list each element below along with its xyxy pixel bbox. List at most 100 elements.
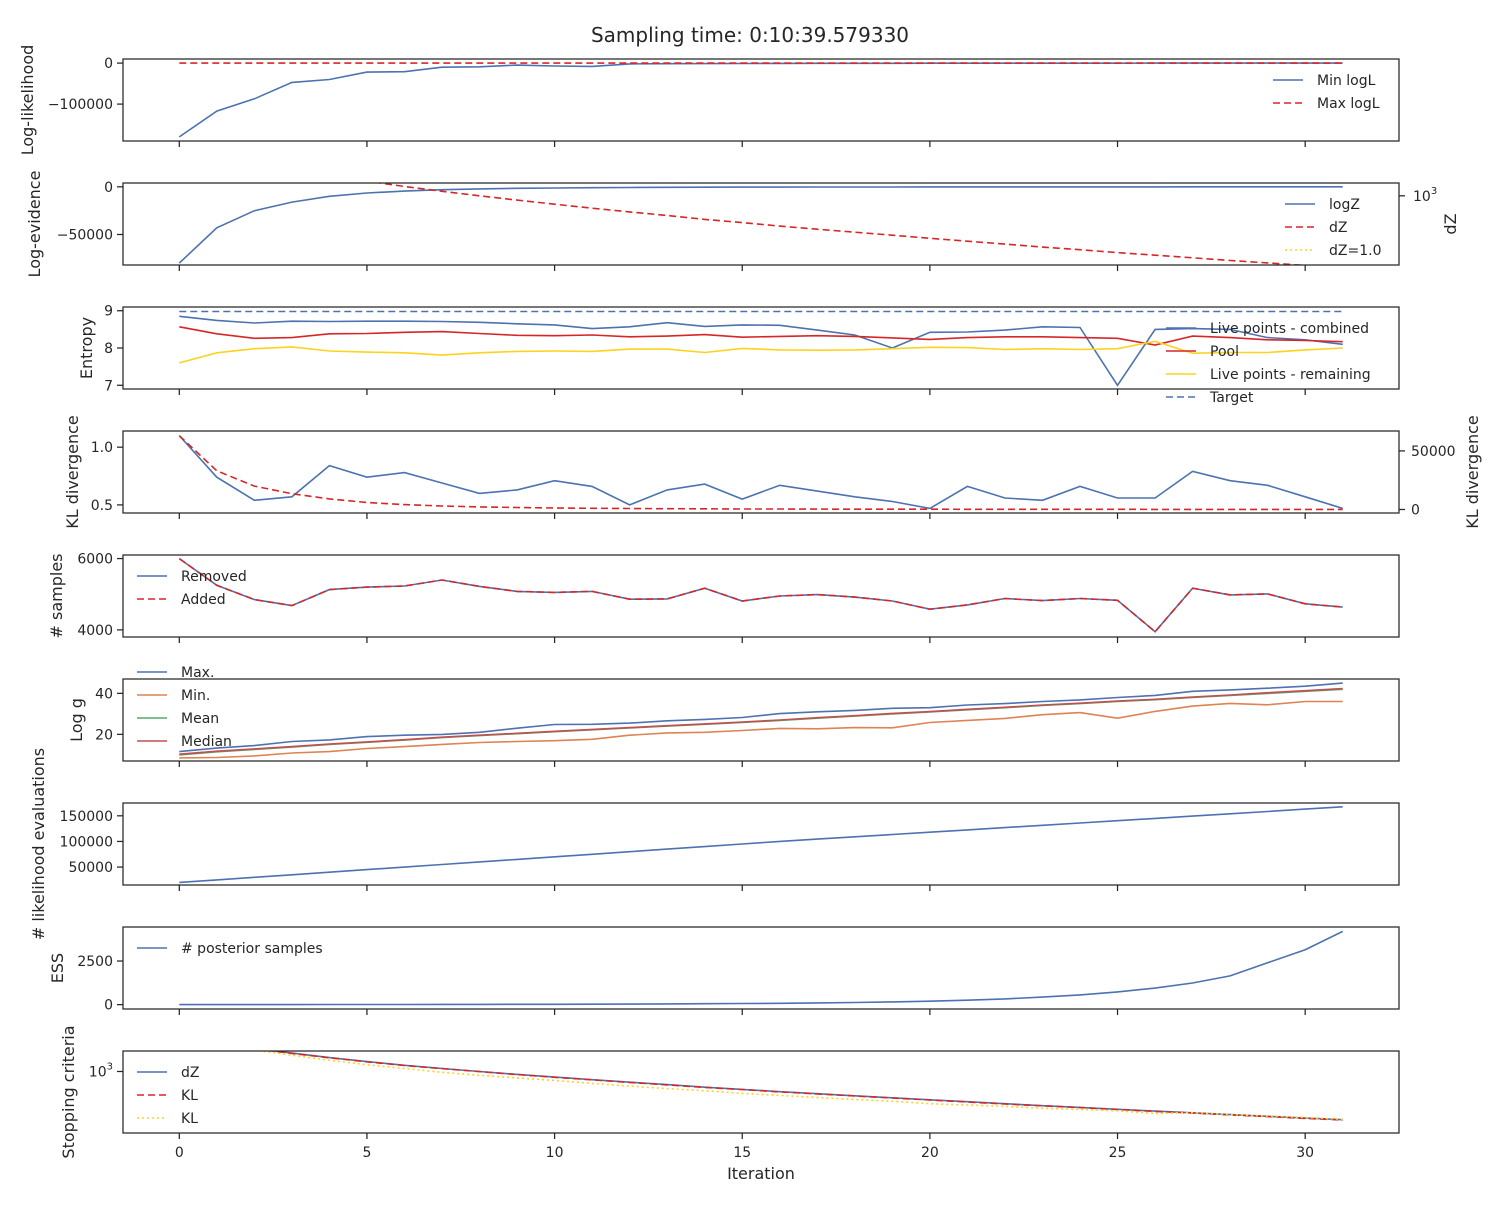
series-line-logz bbox=[178, 186, 1343, 264]
y-tick-label: −50000 bbox=[57, 227, 113, 243]
legend-label: Live points - combined bbox=[1210, 321, 1369, 337]
y-tick-label: 0.5 bbox=[91, 498, 113, 514]
series-line-median bbox=[179, 687, 1343, 755]
y-tick-label: 20 bbox=[95, 727, 113, 743]
panel-frame bbox=[122, 58, 1400, 142]
panel-2: 0 −50000 103 Log-evidence dZ logZ dZ dZ=1.0 bbox=[25, 171, 1460, 278]
figure-title: Sampling time: 0:10:39.579330 bbox=[591, 23, 909, 47]
panel-4: 0.5 1.0 0 50000 KL divergence KL divergence bbox=[63, 415, 1482, 528]
legend-label: Max logL bbox=[1317, 96, 1380, 112]
y2-axis-label: dZ bbox=[1441, 213, 1460, 234]
panel-7: 50000 100000 150000 # likelihood evaluation… bbox=[29, 748, 1400, 940]
y-tick-label: 0 bbox=[104, 998, 113, 1014]
y2-tick-label: 103 bbox=[1413, 186, 1437, 205]
series-line-live-points-combined bbox=[179, 315, 1343, 387]
series-line-kl bbox=[265, 1051, 1343, 1121]
series-line-posterior-samples bbox=[179, 930, 1344, 1006]
panel-frame bbox=[122, 182, 1400, 266]
legend: Min logL Max logL bbox=[1273, 73, 1380, 112]
y-axis-label: KL divergence bbox=[63, 415, 82, 528]
y-tick-label: 6000 bbox=[77, 552, 113, 568]
y-axis-label: Entropy bbox=[77, 317, 96, 379]
x-tick-label: 15 bbox=[733, 1145, 751, 1161]
legend-label: Median bbox=[181, 734, 232, 750]
y-axis-label: Log-likelihood bbox=[18, 45, 37, 156]
y-tick-label: 8 bbox=[104, 341, 113, 357]
y-axis-label: Log g bbox=[67, 698, 86, 742]
legend-label: Pool bbox=[1210, 344, 1239, 360]
legend-label: KL bbox=[181, 1088, 198, 1104]
legend-label: dZ=1.0 bbox=[1329, 243, 1381, 259]
series-line-max bbox=[179, 682, 1343, 753]
legend-label: Min. bbox=[181, 688, 210, 704]
series-line-series-2 bbox=[178, 435, 1343, 511]
y-tick-label: 2500 bbox=[77, 954, 113, 970]
x-tick-label: 10 bbox=[546, 1145, 564, 1161]
legend: dZ KL KL bbox=[137, 1065, 199, 1127]
x-tick-label: 25 bbox=[1109, 1145, 1127, 1161]
panel-8: 0 2500 ESS # posterior samples bbox=[48, 926, 1400, 1015]
y2-tick-label: 50000 bbox=[1411, 444, 1456, 460]
panel-frame bbox=[122, 430, 1400, 514]
panel-frame bbox=[122, 1050, 1400, 1134]
series-line-kl bbox=[255, 1051, 1343, 1121]
legend-label: # posterior samples bbox=[181, 941, 323, 957]
y-tick-label: 103 bbox=[89, 1062, 113, 1081]
series-line-min-logl bbox=[178, 62, 1343, 138]
panel-9: 0 5 10 15 20 25 30 103 Stopping criteria Iteratio… bbox=[59, 1025, 1400, 1183]
series-line-min bbox=[179, 700, 1343, 759]
y-tick-label: 40 bbox=[95, 686, 113, 702]
y-axis-label: # likelihood evaluations bbox=[29, 748, 48, 940]
x-tick-label: 5 bbox=[362, 1145, 371, 1161]
y-tick-label: 1.0 bbox=[91, 440, 113, 456]
legend-label: Live points - remaining bbox=[1210, 367, 1371, 383]
legend-label: Target bbox=[1209, 390, 1254, 406]
y2-axis-label: KL divergence bbox=[1463, 415, 1482, 528]
legend-label: dZ bbox=[1329, 220, 1347, 236]
y-tick-label: 4000 bbox=[77, 623, 113, 639]
legend-label: Added bbox=[181, 592, 226, 608]
panel-frame bbox=[122, 678, 1400, 762]
series-line-series-1 bbox=[179, 806, 1343, 884]
y-tick-label: 50000 bbox=[68, 860, 113, 876]
legend-label: KL bbox=[181, 1111, 198, 1127]
panel-1: 0 −100000 Log-likelihood Min logL Max logL bbox=[18, 45, 1400, 156]
series-line-removed bbox=[178, 557, 1343, 633]
panel-5: 4000 6000 # samples Removed Added bbox=[47, 552, 1400, 643]
series-line-added bbox=[178, 557, 1343, 633]
y2-tick-label: 0 bbox=[1411, 502, 1420, 518]
y-tick-label: 0 bbox=[104, 180, 113, 196]
series-line-live-points-remaining bbox=[179, 340, 1343, 364]
legend: Live points - combined Pool Live points - … bbox=[1166, 321, 1371, 406]
legend-label: Max. bbox=[181, 665, 214, 681]
legend-label: dZ bbox=[181, 1065, 199, 1081]
y-tick-label: 0 bbox=[104, 56, 113, 72]
panel-frame bbox=[122, 802, 1400, 886]
legend: Max. Min. Mean Median bbox=[137, 665, 232, 750]
y-tick-label: 150000 bbox=[60, 809, 113, 825]
series-line-series-1 bbox=[178, 435, 1343, 510]
y-axis-label: Log-evidence bbox=[25, 171, 44, 278]
y-tick-label: 7 bbox=[104, 378, 113, 394]
y-axis-label: # samples bbox=[47, 554, 66, 639]
x-tick-label: 30 bbox=[1296, 1145, 1314, 1161]
series-line-pool bbox=[179, 326, 1343, 346]
legend-label: Removed bbox=[181, 569, 247, 585]
y-tick-label: −100000 bbox=[48, 97, 113, 113]
x-axis-label: Iteration bbox=[727, 1164, 795, 1183]
panel-frame bbox=[122, 554, 1400, 638]
y-tick-label: 9 bbox=[104, 304, 113, 320]
legend-label: Min logL bbox=[1317, 73, 1376, 89]
panel-frame bbox=[122, 306, 1400, 390]
legend: logZ dZ dZ=1.0 bbox=[1285, 197, 1381, 259]
x-tick-label: 0 bbox=[175, 1145, 184, 1161]
series-line-dz bbox=[375, 183, 1310, 265]
y-axis-label: Stopping criteria bbox=[59, 1025, 78, 1158]
panel-frame bbox=[122, 926, 1400, 1010]
legend-label: Mean bbox=[181, 711, 219, 727]
y-tick-label: 100000 bbox=[60, 834, 113, 850]
legend: # posterior samples bbox=[137, 941, 323, 957]
legend-label: logZ bbox=[1329, 197, 1360, 213]
